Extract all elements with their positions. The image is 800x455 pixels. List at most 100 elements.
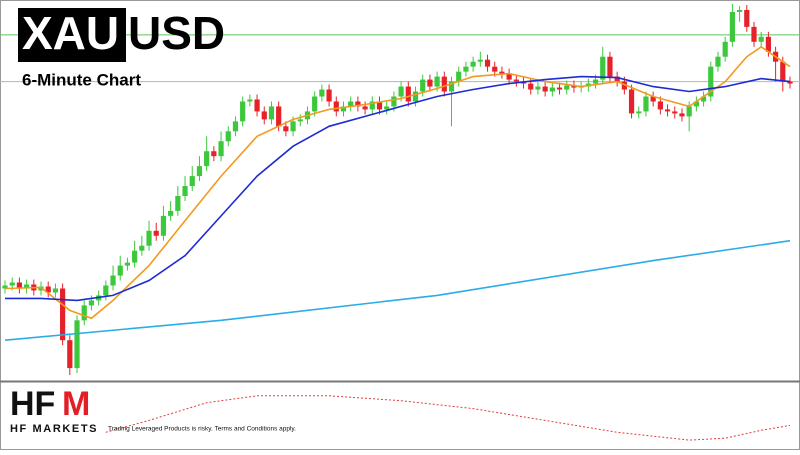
candle-body	[326, 89, 332, 102]
candle-body	[81, 305, 87, 321]
title-right: USD	[128, 7, 225, 59]
candle-body	[535, 86, 541, 90]
candle-body	[715, 56, 721, 67]
candle-body	[758, 36, 764, 42]
candle-body	[513, 79, 519, 82]
candle-body	[614, 76, 620, 82]
candle-body	[290, 121, 296, 132]
candle-body	[232, 121, 239, 132]
ma-line	[4, 45, 791, 320]
candle-body	[636, 111, 642, 114]
candle-body	[88, 300, 95, 306]
candle-body	[283, 126, 289, 132]
candle-body	[765, 36, 771, 52]
candle-body	[146, 230, 152, 246]
candle-body	[254, 99, 260, 112]
candle-body	[268, 106, 275, 120]
subtitle: 6-Minute Chart	[22, 70, 141, 89]
ma-line	[4, 239, 791, 341]
candle-body	[492, 66, 498, 72]
candle-body	[319, 89, 325, 97]
candle-body	[643, 96, 649, 112]
candle-body	[312, 96, 318, 112]
candle-body	[780, 61, 786, 82]
candle-body	[607, 56, 613, 77]
candle-body	[211, 151, 217, 157]
candle-body	[204, 151, 210, 167]
candle-body	[686, 106, 692, 117]
candle-body	[679, 113, 685, 117]
candle-body	[650, 96, 656, 102]
candle-body	[549, 87, 555, 92]
logo-left: HF	[10, 385, 55, 423]
candle-body	[139, 245, 145, 251]
title-box	[18, 8, 126, 62]
candle-body	[564, 85, 570, 90]
candle-body	[110, 275, 116, 286]
candle-body	[708, 66, 714, 97]
candle-body	[333, 101, 339, 112]
logo-right: M	[62, 385, 90, 423]
candle-body	[736, 9, 743, 12]
candle-body	[153, 230, 159, 236]
candle-body	[412, 91, 419, 102]
candle-body	[672, 111, 678, 114]
candle-body	[348, 101, 354, 107]
candle-body	[693, 101, 699, 107]
candle-body	[657, 101, 663, 110]
disclaimer: Trading Leveraged Products is risky. Ter…	[108, 426, 296, 433]
candle-body	[463, 66, 469, 72]
candle-body	[376, 101, 383, 110]
candle-body	[196, 166, 203, 177]
candle-body	[175, 195, 181, 211]
candle-body	[506, 73, 512, 80]
candle-body	[427, 79, 433, 87]
candle-body	[276, 106, 282, 127]
candle-body	[340, 106, 347, 112]
candle-body	[225, 131, 231, 142]
candle-body	[405, 86, 411, 102]
candle-body	[9, 282, 15, 286]
candle-body	[189, 176, 195, 187]
brand: HF MARKETS	[10, 423, 98, 435]
candle-body	[592, 79, 599, 84]
candle-body	[499, 71, 505, 74]
candle-body	[124, 262, 131, 266]
candle-body	[600, 56, 606, 80]
candle-body	[384, 106, 390, 110]
candle-body	[628, 89, 635, 114]
candle-body	[218, 141, 224, 157]
candle-body	[700, 96, 707, 102]
candle-body	[722, 41, 728, 57]
candle-body	[477, 59, 483, 62]
candle-body	[744, 9, 750, 27]
candle-body	[528, 83, 534, 90]
candle-body	[182, 186, 188, 196]
candle-body	[556, 87, 563, 90]
candle-body	[621, 81, 627, 90]
candle-body	[297, 119, 303, 122]
candle-body	[261, 111, 267, 120]
candle-body	[434, 76, 440, 87]
candle-body	[456, 71, 462, 82]
candle-body	[247, 99, 253, 102]
candle-body	[132, 250, 138, 263]
candle-body	[448, 81, 455, 92]
candle-body	[24, 284, 30, 289]
candle-body	[398, 86, 404, 97]
candle-body	[168, 210, 174, 216]
candle-body	[117, 265, 123, 276]
candle-body	[664, 109, 671, 112]
candle-body	[160, 215, 167, 236]
candle-body	[60, 288, 66, 341]
candle-body	[67, 340, 73, 369]
candle-body	[441, 76, 447, 92]
candle-body	[2, 285, 8, 289]
candle-body	[74, 320, 80, 369]
ma-line	[5, 75, 791, 302]
candle-body	[729, 11, 735, 42]
candle-body	[369, 101, 375, 110]
candle-body	[571, 85, 577, 88]
